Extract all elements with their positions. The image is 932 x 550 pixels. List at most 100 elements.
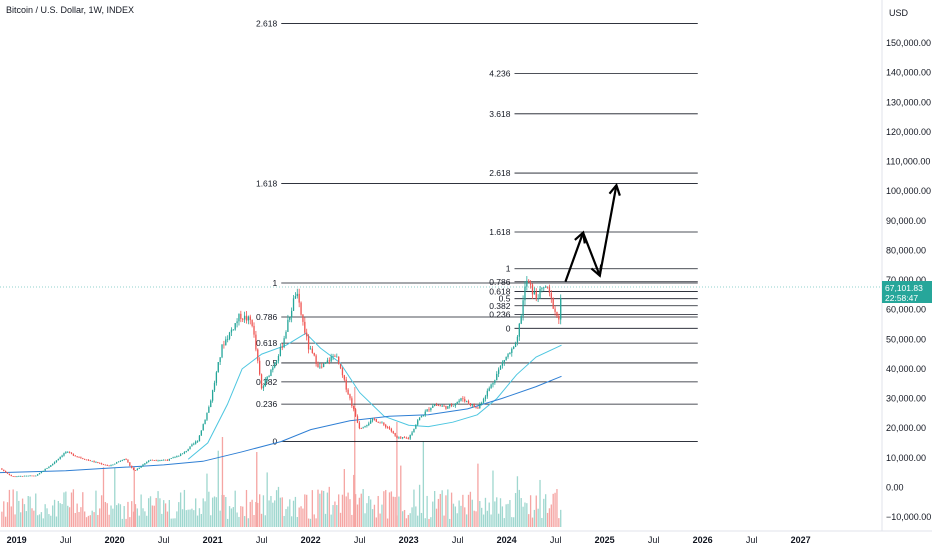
candle-body bbox=[232, 329, 234, 331]
candle-body bbox=[131, 465, 133, 468]
candle-body bbox=[149, 459, 152, 461]
candle-body bbox=[289, 317, 291, 320]
volume-bar bbox=[462, 494, 464, 527]
volume-bar bbox=[234, 490, 236, 527]
volume-bar bbox=[253, 514, 255, 527]
volume-bar bbox=[443, 515, 445, 527]
candle-body bbox=[8, 473, 11, 475]
volume-bar bbox=[306, 494, 308, 527]
volume-bar bbox=[309, 518, 312, 527]
volume-bar bbox=[223, 494, 225, 527]
candle-body bbox=[304, 321, 306, 333]
volume-bar bbox=[546, 512, 549, 527]
candle-body bbox=[368, 423, 370, 425]
volume-bar bbox=[385, 489, 387, 527]
volume-bar bbox=[492, 470, 494, 527]
candle-body bbox=[370, 420, 372, 424]
volume-bar bbox=[285, 509, 287, 527]
volume-bar bbox=[268, 500, 270, 527]
candle-body bbox=[449, 404, 451, 407]
candle-body bbox=[433, 404, 436, 406]
volume-bar bbox=[25, 511, 28, 527]
volume-bar bbox=[484, 497, 487, 527]
volume-bar bbox=[213, 496, 216, 527]
volume-bar bbox=[396, 422, 398, 527]
candle-body bbox=[161, 460, 163, 461]
volume-bar bbox=[163, 500, 165, 527]
volume-bar bbox=[537, 508, 539, 527]
candle-body bbox=[110, 464, 112, 466]
volume-bar bbox=[441, 490, 443, 527]
time-tick-label: 2023 bbox=[399, 535, 419, 545]
volume-bar bbox=[413, 489, 415, 527]
candle-body bbox=[63, 453, 65, 456]
fib-level-label: 0.236 bbox=[256, 399, 278, 409]
candle-body bbox=[492, 382, 494, 385]
volume-bar bbox=[29, 496, 31, 527]
volume-bar bbox=[449, 518, 451, 527]
volume-bar bbox=[539, 479, 541, 527]
candle-body bbox=[482, 398, 485, 403]
volume-bar bbox=[193, 510, 195, 527]
price-tick-label: 20,000.00 bbox=[886, 423, 926, 433]
volume-bar bbox=[204, 501, 206, 527]
time-tick-label: Jul bbox=[746, 535, 758, 545]
volume-bar bbox=[87, 515, 90, 527]
candle-body bbox=[168, 458, 171, 461]
candle-body bbox=[464, 399, 466, 402]
volume-bar bbox=[270, 495, 272, 527]
candle-body bbox=[242, 318, 244, 320]
volume-bar bbox=[93, 512, 95, 527]
volume-bar bbox=[91, 510, 93, 527]
volume-bar bbox=[153, 505, 155, 527]
volume-bar bbox=[247, 518, 250, 527]
candle-body bbox=[97, 461, 99, 464]
candle-body bbox=[52, 463, 54, 466]
candle-body bbox=[550, 292, 552, 298]
candle-body bbox=[268, 375, 270, 377]
volume-bar bbox=[394, 496, 396, 527]
volume-bar bbox=[187, 509, 189, 527]
candle-body bbox=[475, 407, 477, 408]
volume-bar bbox=[326, 492, 329, 527]
candle-body bbox=[243, 315, 246, 320]
volume-bar bbox=[354, 387, 356, 527]
candle-body bbox=[78, 456, 80, 458]
volume-bar bbox=[503, 518, 505, 527]
candle-body bbox=[151, 459, 154, 461]
volume-bar bbox=[74, 512, 76, 527]
candle-body bbox=[279, 347, 282, 356]
volume-bar bbox=[405, 518, 408, 527]
volume-bar bbox=[358, 497, 361, 527]
volume-bar bbox=[545, 494, 547, 527]
volume-bar bbox=[155, 497, 157, 527]
candle-body bbox=[84, 458, 86, 460]
candle-body bbox=[338, 356, 340, 365]
candle-body bbox=[479, 404, 481, 409]
candle-body bbox=[95, 461, 97, 463]
candle-body bbox=[541, 288, 543, 289]
candle-body bbox=[114, 463, 116, 465]
volume-bar bbox=[321, 490, 323, 527]
volume-bar bbox=[256, 452, 258, 527]
candle-body bbox=[494, 380, 496, 383]
candle-body bbox=[426, 409, 428, 412]
candle-body bbox=[189, 446, 191, 450]
price-tick-label: 10,000.00 bbox=[886, 453, 926, 463]
candle-body bbox=[443, 405, 445, 407]
candle-body bbox=[191, 444, 193, 447]
candle-body bbox=[12, 476, 14, 477]
candle-body bbox=[285, 331, 287, 339]
price-tick-label: 80,000.00 bbox=[886, 245, 926, 255]
candle-body bbox=[533, 291, 536, 295]
time-tick-label: Jul bbox=[354, 535, 366, 545]
candle-body bbox=[313, 352, 315, 356]
volume-bar bbox=[499, 498, 502, 527]
volume-bar bbox=[556, 489, 558, 527]
candle-body bbox=[29, 475, 31, 477]
candle-body bbox=[136, 468, 139, 471]
candle-body bbox=[157, 460, 159, 462]
volume-bar bbox=[403, 509, 406, 527]
volume-bar bbox=[377, 495, 379, 527]
